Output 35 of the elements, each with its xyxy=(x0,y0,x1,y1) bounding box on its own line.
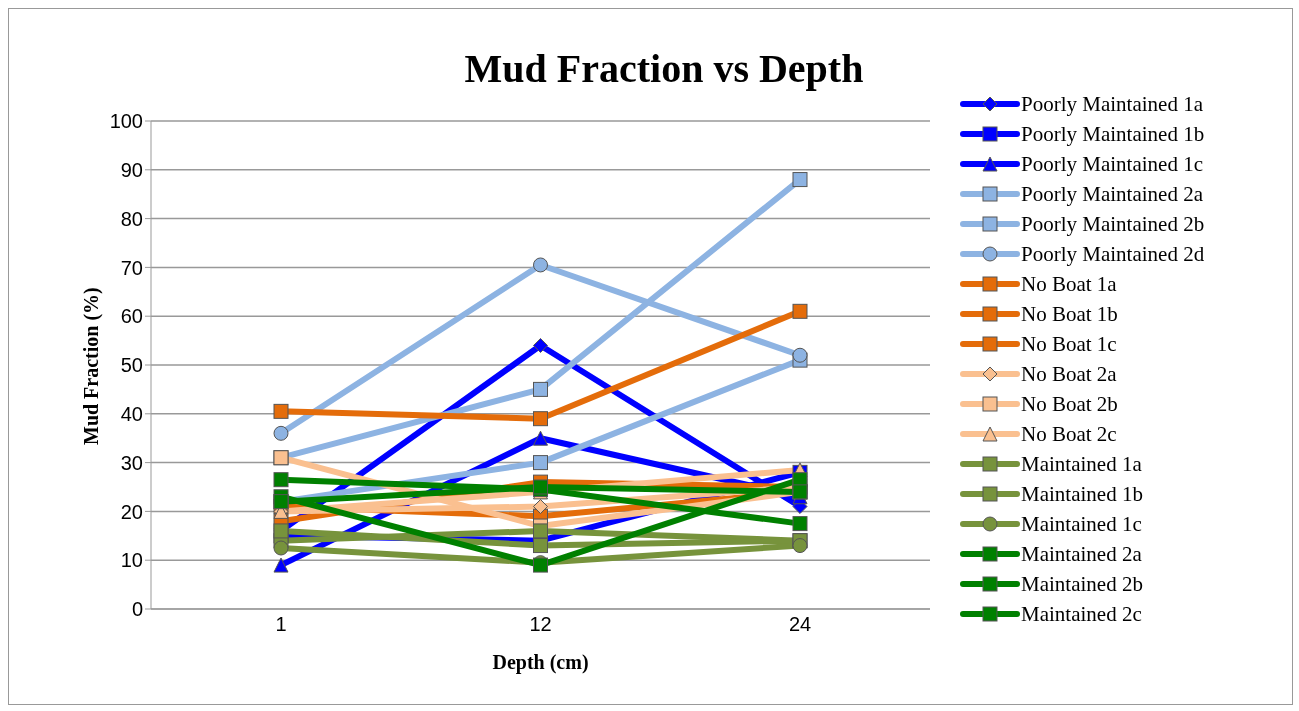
y-tick-label: 80 xyxy=(120,207,143,230)
x-tick-label: 12 xyxy=(529,613,552,636)
legend-label: No Boat 2b xyxy=(1021,392,1118,416)
y-tick-label: 30 xyxy=(120,451,143,474)
legend-label: Maintained 1c xyxy=(1021,512,1142,536)
y-tick-label: 10 xyxy=(120,549,143,572)
legend-label: Poorly Maintained 2a xyxy=(1021,182,1203,206)
y-axis-title: Mud Fraction (%) xyxy=(80,287,104,445)
y-tick-label: 100 xyxy=(109,110,143,133)
legend-label: Poorly Maintained 2b xyxy=(1021,212,1205,236)
legend-label: No Boat 1a xyxy=(1021,272,1117,296)
y-tick-label: 90 xyxy=(120,158,143,181)
legend-label: No Boat 2c xyxy=(1021,422,1117,446)
legend-label: Maintained 2b xyxy=(1021,572,1143,596)
x-axis-title: Depth (cm) xyxy=(492,651,589,674)
legend-label: Maintained 1b xyxy=(1021,482,1143,506)
legend-label: Maintained 2a xyxy=(1021,542,1142,566)
chart-title: Mud Fraction vs Depth xyxy=(463,45,865,92)
x-tick-label: 24 xyxy=(788,613,812,636)
y-tick-label: 50 xyxy=(120,354,143,377)
legend-label: No Boat 1c xyxy=(1021,332,1117,356)
legend-label: No Boat 2a xyxy=(1021,362,1117,386)
y-tick-label: 40 xyxy=(120,402,143,425)
legend-label: No Boat 1b xyxy=(1021,302,1118,326)
x-tick-label: 1 xyxy=(275,613,287,636)
y-tick-label: 60 xyxy=(120,305,143,328)
legend-label: Poorly Maintained 1c xyxy=(1021,152,1203,176)
y-tick-label: 20 xyxy=(120,500,143,523)
legend-label: Poorly Maintained 1b xyxy=(1021,122,1205,146)
y-tick-label: 0 xyxy=(131,598,143,621)
legend-label: Maintained 2c xyxy=(1021,602,1142,626)
y-tick-label: 70 xyxy=(120,256,143,279)
legend-label: Poorly Maintained 2d xyxy=(1021,242,1205,266)
legend-label: Poorly Maintained 1a xyxy=(1021,92,1203,116)
legend-label: Maintained 1a xyxy=(1021,452,1142,476)
